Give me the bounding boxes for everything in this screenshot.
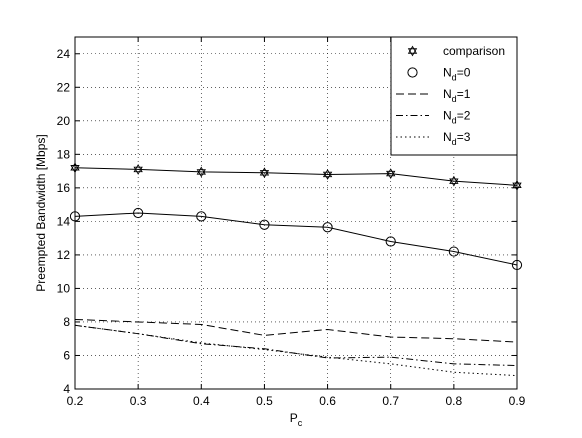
series-0 [70, 162, 522, 191]
legend-label: Nd=0 [443, 66, 471, 83]
legend-item: Nd=2 [396, 109, 471, 126]
series-line [74, 324, 518, 367]
series-layer [69, 162, 523, 377]
data-point-marker [69, 211, 81, 222]
y-tick-label: 18 [57, 147, 71, 161]
y-tick-label: 22 [57, 80, 71, 94]
data-point-marker [133, 164, 143, 175]
y-tick-label: 14 [57, 214, 71, 228]
legend-item: Nd=1 [396, 87, 471, 104]
x-tick-label: 0.9 [509, 394, 526, 408]
legend-item: Nd=0 [407, 66, 471, 83]
plot-area-frame [74, 36, 518, 390]
data-point-marker [511, 259, 523, 271]
legend: comparison Nd=0 Nd=1 Nd=2 Nd=3 [390, 36, 518, 156]
y-axis-label: Preempted Bandwidth [Mbps] [34, 134, 48, 291]
series-2 [74, 318, 518, 343]
y-tick-label: 20 [57, 114, 71, 128]
data-point-marker [196, 211, 207, 222]
data-point-marker [512, 179, 522, 191]
x-tick-label: 0.3 [130, 394, 147, 408]
x-tick-label: 0.7 [382, 394, 399, 408]
series-line [74, 167, 518, 186]
data-point-marker [322, 222, 333, 233]
legend-label: Nd=3 [443, 130, 471, 147]
legend-box [390, 36, 518, 156]
y-tick-label: 10 [57, 281, 71, 295]
data-point-marker [259, 167, 270, 179]
x-axis-label: Pc [290, 411, 303, 428]
data-point-marker [259, 219, 270, 230]
x-tick-label: 0.4 [193, 394, 210, 408]
ticks-layer: 0.2 0.3 0.4 0.5 0.6 0.7 0.8 0.9 4 6 8 10 12 14 16 18 20 2… [57, 37, 526, 408]
y-tick-label: 8 [63, 315, 70, 329]
legend-item: Nd=3 [396, 130, 471, 147]
legend-marker [407, 67, 418, 78]
data-point-marker [386, 168, 396, 180]
y-tick-label: 4 [63, 382, 70, 396]
y-tick-label: 6 [63, 348, 70, 362]
series-line [74, 212, 518, 266]
data-point-marker [196, 166, 206, 178]
data-point-marker [385, 236, 396, 247]
x-tick-label: 0.5 [256, 394, 273, 408]
y-tick-label: 12 [57, 248, 71, 262]
series-line [74, 318, 518, 343]
data-point-marker [449, 175, 459, 187]
x-tick-label: 0.2 [67, 394, 84, 408]
legend-item: comparison [407, 44, 505, 58]
data-point-marker [133, 207, 144, 219]
x-tick-label: 0.8 [446, 394, 463, 408]
y-tick-label: 24 [57, 47, 71, 61]
legend-label: comparison [443, 44, 505, 58]
legend-label: Nd=2 [443, 109, 471, 126]
data-point-marker [70, 162, 80, 174]
data-point-marker [322, 169, 333, 180]
y-tick-label: 16 [57, 181, 71, 195]
series-3 [74, 324, 518, 367]
x-tick-label: 0.6 [319, 394, 336, 408]
data-point-marker [448, 246, 459, 257]
series-1 [69, 207, 523, 271]
legend-marker [407, 45, 418, 57]
legend-label: Nd=1 [443, 87, 471, 104]
